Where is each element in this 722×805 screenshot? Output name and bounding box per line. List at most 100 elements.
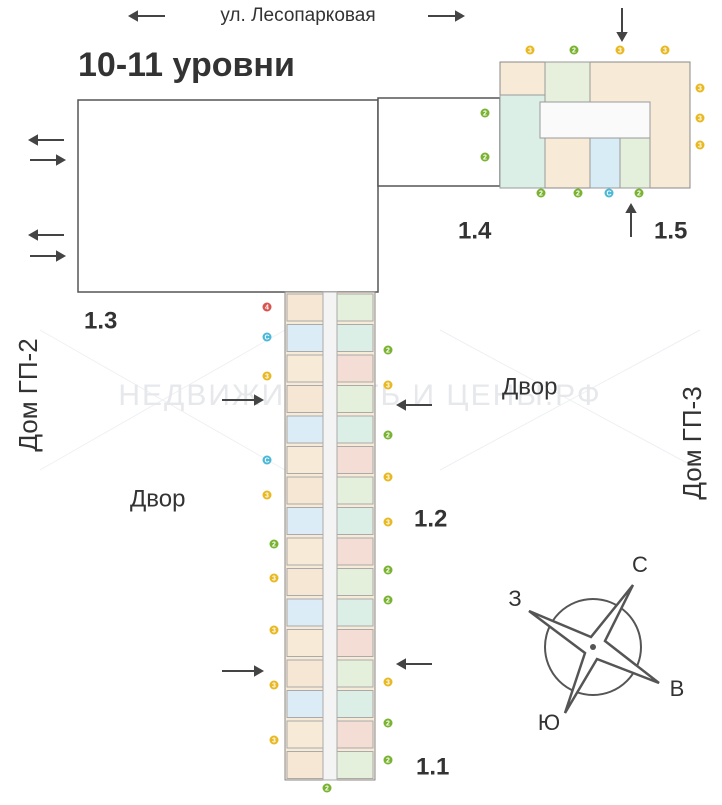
apartment-rooms: 2 bbox=[483, 110, 487, 117]
section-label: 1.1 bbox=[416, 753, 449, 780]
room bbox=[336, 629, 374, 657]
room bbox=[286, 720, 324, 749]
apartment-badge bbox=[269, 573, 279, 583]
apartment-badge bbox=[383, 345, 393, 355]
room bbox=[286, 446, 324, 474]
apartment-rooms: 2 bbox=[539, 190, 543, 197]
apartment-badge bbox=[634, 188, 644, 198]
apartment-rooms: 2 bbox=[483, 154, 487, 161]
apartment-badge bbox=[262, 455, 272, 465]
apartment-badge bbox=[383, 718, 393, 728]
compass-letter: С bbox=[632, 552, 648, 577]
compass-letter: З bbox=[508, 586, 521, 611]
apartment-badge bbox=[262, 490, 272, 500]
apartment-badge bbox=[269, 539, 279, 549]
apartment-rooms: 3 bbox=[272, 737, 276, 744]
room bbox=[286, 354, 324, 383]
apartment-rooms: 3 bbox=[265, 373, 269, 380]
apartment-badge bbox=[573, 188, 583, 198]
section-label: 1.2 bbox=[414, 505, 447, 532]
street-arrows bbox=[127, 10, 466, 22]
apartment-badge bbox=[383, 472, 393, 482]
apartment-rooms: 2 bbox=[386, 597, 390, 604]
room bbox=[286, 690, 324, 718]
apartment-badge bbox=[383, 677, 393, 687]
room bbox=[286, 385, 324, 413]
room bbox=[336, 476, 374, 505]
yard-label: Двор bbox=[502, 373, 557, 400]
room bbox=[286, 476, 324, 505]
room bbox=[336, 568, 374, 596]
apartment-rooms: 3 bbox=[663, 47, 667, 54]
apartment-badge bbox=[604, 188, 614, 198]
watermark-lines bbox=[39, 329, 701, 471]
apartment-rooms: 2 bbox=[576, 190, 580, 197]
compass bbox=[528, 584, 660, 714]
floor-title: 10-11 уровни bbox=[78, 46, 295, 84]
section-label: 1.5 bbox=[654, 217, 687, 244]
apartment-rooms: 2 bbox=[325, 785, 329, 792]
apartment-badge bbox=[322, 783, 332, 793]
apartment-rooms: 3 bbox=[272, 627, 276, 634]
apartment-badge bbox=[480, 108, 490, 118]
apartment-badge bbox=[269, 735, 279, 745]
apartment-badge bbox=[262, 371, 272, 381]
room bbox=[286, 507, 324, 535]
apartment-badge bbox=[569, 45, 579, 55]
apartment-badge bbox=[383, 595, 393, 605]
building-1-4 bbox=[377, 97, 501, 187]
apartment-badge bbox=[695, 113, 705, 123]
apartment-rooms: 2 bbox=[572, 47, 576, 54]
apartment-rooms: 3 bbox=[265, 492, 269, 499]
apartment-rooms: 3 bbox=[698, 142, 702, 149]
room bbox=[336, 659, 374, 688]
apartment-rooms: 2 bbox=[386, 720, 390, 727]
room bbox=[336, 293, 374, 322]
compass-letter: В bbox=[670, 676, 685, 701]
apartment-badge bbox=[383, 755, 393, 765]
neighbor-label: Дом ГП-3 bbox=[677, 386, 707, 499]
room bbox=[286, 537, 324, 566]
apartment-rooms: 2 bbox=[272, 541, 276, 548]
apartment-badge bbox=[660, 45, 670, 55]
section-label: 1.4 bbox=[458, 217, 492, 244]
apartment-badge bbox=[525, 45, 535, 55]
apartment-badge bbox=[695, 83, 705, 93]
apartment-badge bbox=[269, 625, 279, 635]
corridor bbox=[322, 291, 338, 781]
apartment-rooms: 2 bbox=[386, 347, 390, 354]
apartment-rooms: 2 bbox=[386, 567, 390, 574]
room bbox=[336, 537, 374, 566]
apartment-rooms: 3 bbox=[528, 47, 532, 54]
room bbox=[336, 598, 374, 627]
room bbox=[336, 324, 374, 352]
apartment-rooms: 4 bbox=[265, 304, 269, 311]
apartment-rooms: 3 bbox=[386, 382, 390, 389]
apartment-rooms: С bbox=[264, 457, 269, 464]
building-1-3 bbox=[77, 99, 379, 293]
room bbox=[336, 385, 374, 413]
room bbox=[286, 598, 324, 627]
room bbox=[286, 659, 324, 688]
apartment-rooms: 3 bbox=[272, 682, 276, 689]
street-name: ул. Лесопарковая bbox=[220, 5, 375, 26]
entry-arrows bbox=[27, 8, 637, 677]
apartment-rooms: 3 bbox=[386, 519, 390, 526]
apartment-rooms: 3 bbox=[698, 115, 702, 122]
apartment-badge bbox=[383, 517, 393, 527]
neighbor-label: Дом ГП-2 bbox=[13, 338, 43, 451]
room bbox=[286, 751, 324, 779]
apartment-rooms: 3 bbox=[386, 474, 390, 481]
apartment-rooms: С bbox=[606, 190, 611, 197]
room bbox=[286, 293, 324, 322]
room bbox=[336, 354, 374, 383]
building-1-5 bbox=[499, 61, 691, 189]
room bbox=[286, 324, 324, 352]
room bbox=[336, 690, 374, 718]
compass-letter: Ю bbox=[538, 710, 560, 735]
apartment-rooms: 3 bbox=[618, 47, 622, 54]
room bbox=[336, 415, 374, 444]
apartment-badge bbox=[269, 680, 279, 690]
yard-label: Двор bbox=[130, 485, 185, 512]
